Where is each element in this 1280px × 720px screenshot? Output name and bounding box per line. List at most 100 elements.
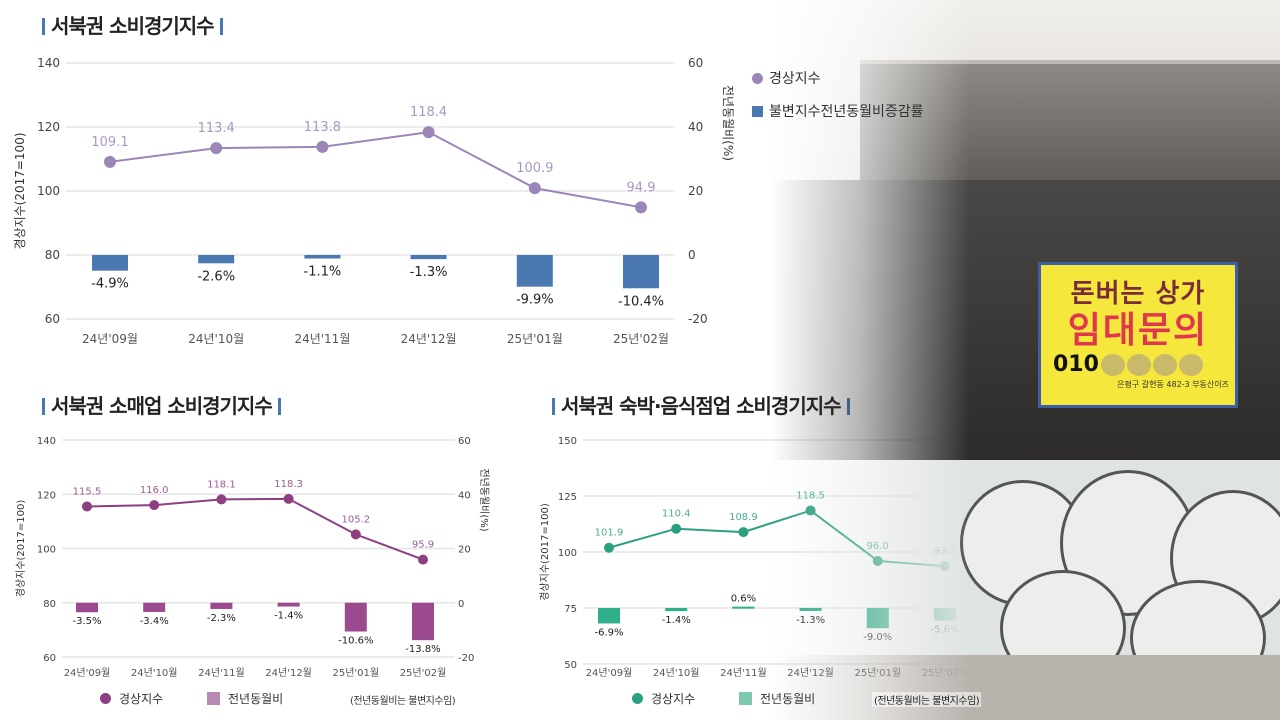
line-data-label: 109.1 xyxy=(91,135,128,150)
line-data-label: 113.4 xyxy=(198,121,235,136)
y-tick-label: 80 xyxy=(43,599,56,610)
line-series xyxy=(86,497,424,561)
line-point xyxy=(82,501,92,512)
y2-tick-label: 0 xyxy=(688,248,696,262)
title-accent-bar xyxy=(219,18,223,35)
cartoon-window-decal xyxy=(770,460,1280,696)
sign-line1: 돈버는 상가 xyxy=(1070,279,1206,309)
legend-square-icon xyxy=(739,692,752,705)
bar-data-label: -1.4% xyxy=(662,615,691,626)
line-point xyxy=(216,494,227,505)
bar-data-label: 0.6% xyxy=(731,594,756,605)
line-point xyxy=(671,523,682,534)
line-data-label: 118.4 xyxy=(410,105,447,120)
y2-tick-label: -20 xyxy=(688,312,708,326)
window-frame xyxy=(860,60,1280,194)
legend-retail: 경상지수 전년동월비 xyxy=(100,690,283,707)
bar xyxy=(304,255,341,259)
title-accent-bar xyxy=(42,18,45,35)
line-point xyxy=(635,201,647,214)
line-data-label: 115.5 xyxy=(73,486,102,497)
legend-overall: 경상지수 불변지수전년동월비증감률 xyxy=(752,68,924,121)
y-tick-label: 140 xyxy=(37,56,60,70)
bar-data-label: -2.6% xyxy=(197,269,235,284)
line-point xyxy=(422,126,435,139)
bar xyxy=(210,602,233,609)
line-data-label: 110.4 xyxy=(662,509,691,520)
blurred-digits xyxy=(1178,354,1203,376)
bar-data-label: -2.3% xyxy=(207,613,236,624)
blurred-digits xyxy=(1152,354,1177,376)
line-data-label: 94.9 xyxy=(627,180,656,195)
line-point xyxy=(316,140,329,153)
legend-label: 전년동월비 xyxy=(760,692,816,706)
x-tick-label: 25년'02월 xyxy=(613,332,669,346)
bar xyxy=(277,602,300,607)
bar-data-label: -10.4% xyxy=(618,294,664,309)
bar-data-label: -3.4% xyxy=(140,616,169,627)
line-data-label: 108.9 xyxy=(729,512,758,523)
legend-square-icon xyxy=(207,692,220,705)
sign-phone: 010 xyxy=(1041,352,1235,377)
legend-label: 경상지수 xyxy=(651,692,696,706)
bar-data-label: -1.4% xyxy=(274,611,303,622)
x-tick-label: 24년'10월 xyxy=(653,667,700,679)
legend-item-index: 경상지수 xyxy=(752,68,924,88)
chart-title-retail: 서북권 소매업 소비경기지수 xyxy=(36,390,287,419)
y2-tick-label: 40 xyxy=(688,120,703,134)
bar xyxy=(344,602,367,632)
y-tick-label: 50 xyxy=(564,660,577,671)
legend-lodging-food: 경상지수 전년동월비 xyxy=(632,690,815,707)
line-series xyxy=(109,131,642,209)
x-tick-label: 25년'01월 xyxy=(332,667,379,679)
bar xyxy=(732,606,755,609)
y-tick-label: 100 xyxy=(37,184,60,198)
y-tick-label: 75 xyxy=(564,604,577,615)
line-data-label: 105.2 xyxy=(341,514,370,525)
x-tick-label: 24년'11월 xyxy=(294,332,350,346)
x-tick-label: 25년'01월 xyxy=(507,332,563,346)
bar-data-label: -10.6% xyxy=(338,636,373,647)
legend-label: 불변지수전년동월비증감률 xyxy=(769,104,924,120)
bar xyxy=(665,608,688,612)
x-tick-label: 24년'11월 xyxy=(198,667,245,679)
bar-data-label: -13.8% xyxy=(405,644,440,655)
bar-data-label: -9.9% xyxy=(516,293,554,308)
bar-data-label: -4.9% xyxy=(91,277,129,292)
x-tick-label: 24년'09월 xyxy=(64,667,111,679)
bar-data-label: -1.1% xyxy=(304,265,342,280)
bar xyxy=(410,255,447,260)
x-tick-label: 24년'12월 xyxy=(401,332,457,346)
line-data-label: 95.9 xyxy=(412,540,434,551)
bar xyxy=(412,602,434,641)
blurred-digits xyxy=(1100,354,1125,376)
legend-dot-icon xyxy=(752,73,763,84)
line-point xyxy=(738,527,749,538)
title-accent-bar xyxy=(552,398,555,415)
bar xyxy=(198,255,235,264)
bar xyxy=(92,255,128,271)
line-point xyxy=(283,493,294,504)
line-point xyxy=(350,529,361,540)
line-data-label: 101.9 xyxy=(595,528,624,539)
y-tick-label: 100 xyxy=(558,548,577,559)
rental-sign: 돈버는 상가 임대문의 010 은평구 갈현동 482-3 부동산이즈 xyxy=(1038,262,1238,408)
chart-title-text: 서북권 소비경기지수 xyxy=(51,14,215,38)
sign-line2: 임대문의 xyxy=(1067,310,1209,351)
y2-tick-label: 20 xyxy=(688,184,703,198)
y-tick-label: 120 xyxy=(37,490,56,501)
street xyxy=(770,655,1280,720)
y-tick-label: 100 xyxy=(37,545,56,556)
chart-0: 140 120 100 80 60 60 40 20 0 -20 경상지수(2017=100) 전년동… xyxy=(13,56,735,346)
bar xyxy=(143,602,166,612)
y2-axis-title: 전년동월비(%) xyxy=(721,85,735,161)
line-point xyxy=(210,142,223,155)
y2-tick-label: 0 xyxy=(458,599,464,610)
line-point xyxy=(528,182,541,195)
note-retail: (전년동월비는 불변지수임) xyxy=(350,696,456,707)
sign-address: 은평구 갈현동 482-3 부동산이즈 xyxy=(1117,380,1229,389)
y-axis-title: 경상지수(2017=100) xyxy=(538,503,551,601)
y-tick-label: 60 xyxy=(43,653,56,664)
x-tick-label: 24년'10월 xyxy=(131,667,178,679)
x-tick-label: 24년'09월 xyxy=(82,332,138,346)
